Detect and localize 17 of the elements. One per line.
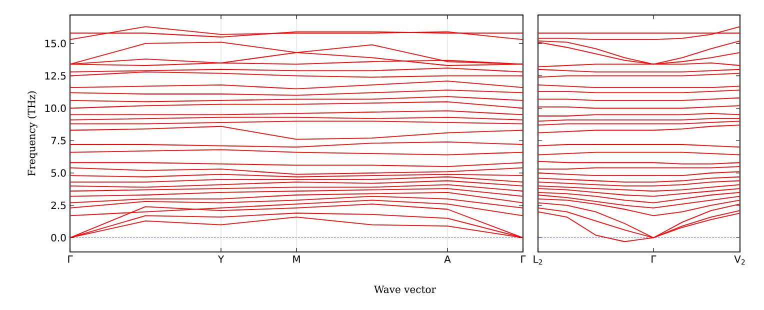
x-tick-label: Y [218, 256, 224, 263]
y-tick-label: 5.0 [51, 169, 66, 177]
x-tick-label: Γ [68, 256, 73, 263]
y-tick-label: 0.0 [51, 234, 66, 242]
y-tick-label: 15.0 [45, 40, 66, 48]
y-tick-label: 7.5 [51, 136, 66, 144]
x-tick-label: L$_{2}$ [534, 256, 542, 265]
y-tick-label: 2.5 [51, 202, 66, 210]
y-tick-label: 12.5 [45, 72, 66, 80]
x-tick-label: A [444, 256, 451, 263]
y-tick-label: 10.0 [45, 104, 66, 112]
x-tick-label: M [293, 256, 300, 263]
x-tick-label: V$_{2}$ [734, 256, 745, 265]
x-axis-title: Wave vector [374, 286, 436, 294]
y-axis-title: Frequency (THz) [28, 91, 38, 176]
x-tick-label: Γ [521, 256, 526, 263]
x-tick-label: Γ [652, 256, 656, 263]
